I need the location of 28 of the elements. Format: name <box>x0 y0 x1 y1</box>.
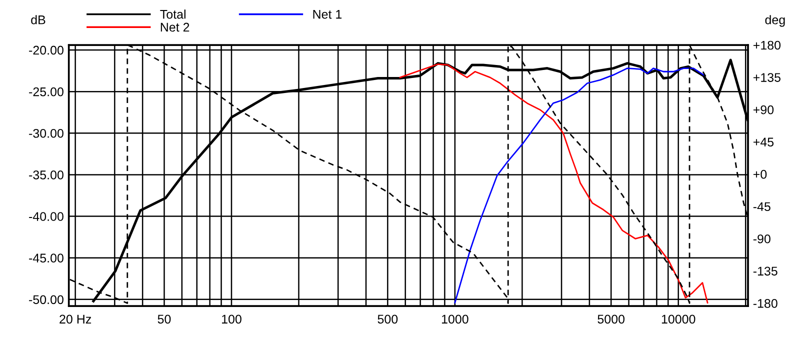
x-tick-label: 500 <box>378 314 398 324</box>
y-tick-label: -35.00 <box>29 170 64 180</box>
y2-tick-label: +180 <box>753 40 781 50</box>
x-tick-label: 100 <box>222 314 242 324</box>
y2-tick-label: -45 <box>753 202 770 212</box>
y-axis-title: dB <box>31 15 46 24</box>
x-tick-label: 10000 <box>662 314 696 324</box>
legend-label: Total <box>160 10 186 19</box>
x-tick-label: 1000 <box>442 314 468 324</box>
y2-tick-label: +135 <box>753 73 780 82</box>
x-tick-label: 50 <box>158 314 171 324</box>
y2-tick-label: -135 <box>753 266 778 276</box>
y2-tick-label: -90 <box>753 234 770 244</box>
y2-tick-label: +45 <box>753 138 774 146</box>
y2-tick-label: +0 <box>753 170 767 179</box>
x-tick-label: 5000 <box>598 314 625 324</box>
y-tick-label: -40.00 <box>29 212 64 221</box>
y2-tick-label: -180 <box>753 299 778 308</box>
x-tick-label: 20 Hz <box>60 314 92 324</box>
y2-axis-title: deg <box>765 15 785 27</box>
legend-label: Net 1 <box>313 10 342 19</box>
y-tick-label: -30.00 <box>29 128 64 138</box>
y-tick-label: -50.00 <box>29 295 64 304</box>
y-tick-label: -20.00 <box>29 46 64 55</box>
y-tick-label: -45.00 <box>29 254 64 263</box>
legend-label: Net 2 <box>160 22 190 32</box>
y2-tick-label: +90 <box>753 105 774 114</box>
y-tick-label: -25.00 <box>29 87 64 96</box>
